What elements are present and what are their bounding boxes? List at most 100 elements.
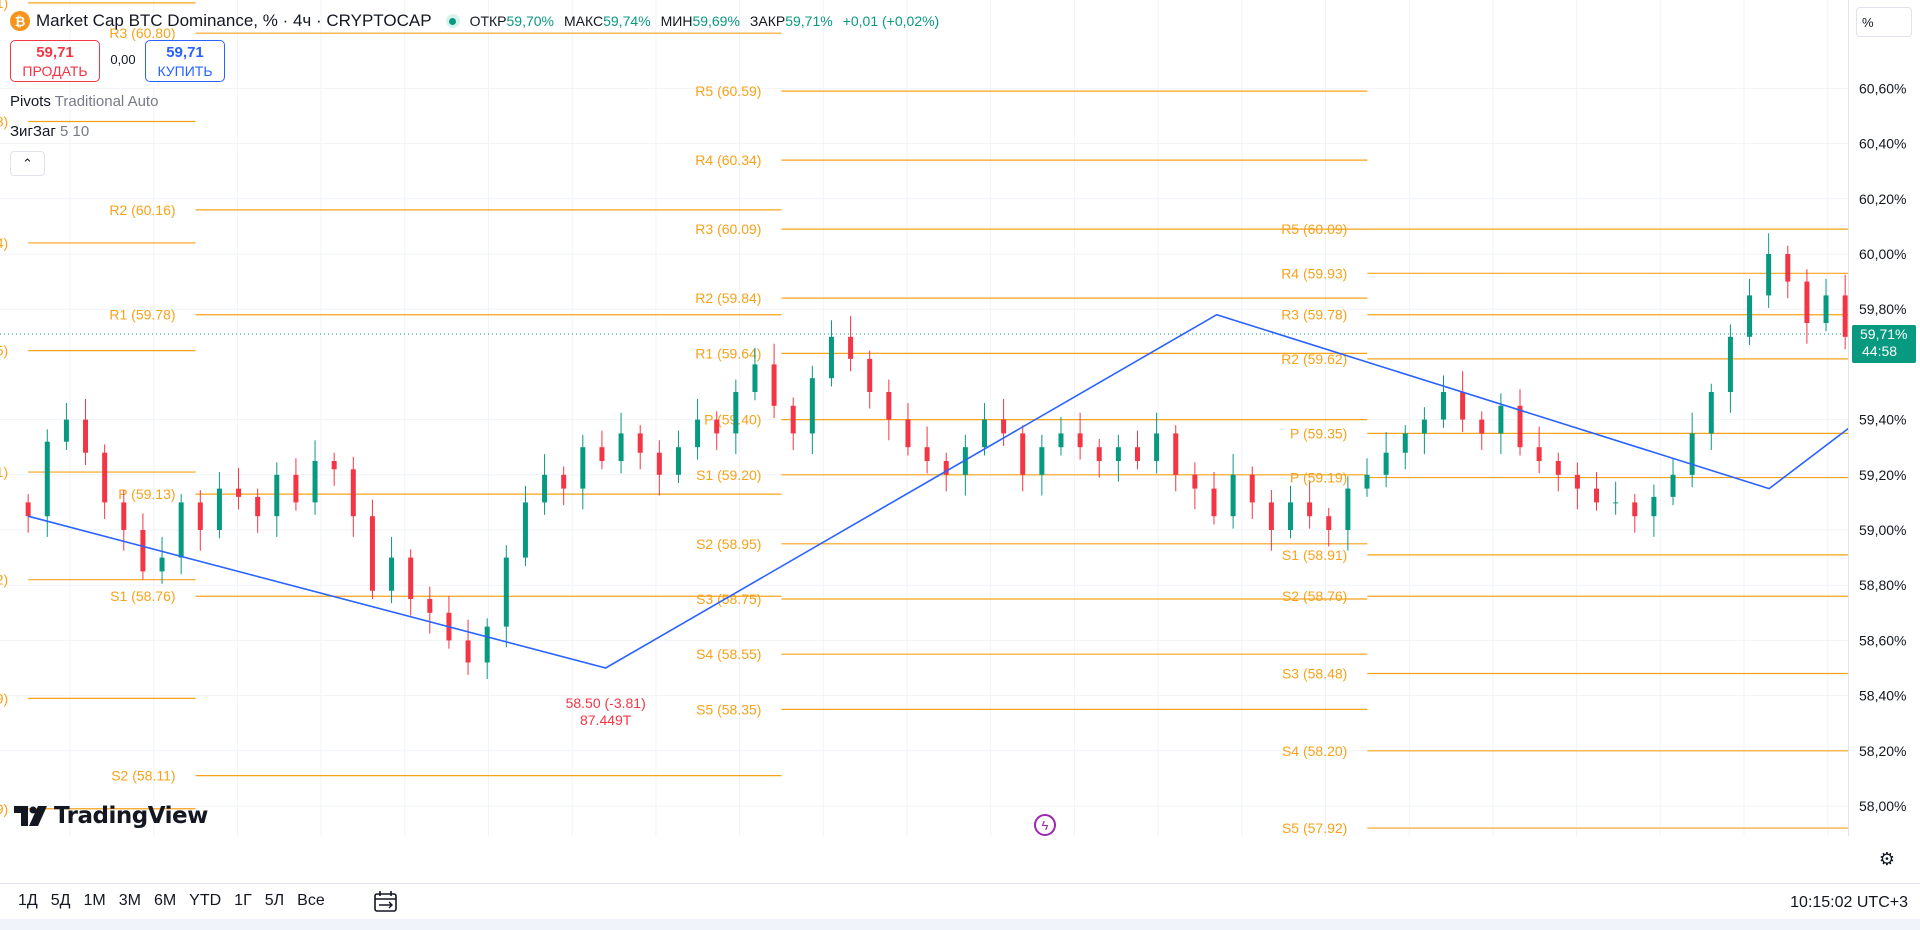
candle-body [1001, 419, 1007, 434]
pivot-level-label: P (59.21) [0, 464, 8, 480]
price-scale-unit-selector[interactable]: % [1856, 7, 1912, 37]
candle-body [924, 447, 930, 461]
price-tick-label: 60,20% [1859, 191, 1906, 207]
candle-body [350, 469, 356, 517]
candle-body [1307, 502, 1313, 517]
calendar-range-icon[interactable] [373, 890, 399, 914]
pivot-level-label: R3 (60.48) [0, 114, 8, 130]
candle-body [981, 419, 987, 448]
pivot-level-label: R2 (60.16) [109, 202, 175, 218]
pivot-level-label: S3 (57.99) [0, 801, 8, 817]
candle-body [1460, 392, 1466, 420]
pivot-level-label: S4 (58.20) [1282, 743, 1347, 759]
candle-body [962, 447, 968, 475]
grid [0, 0, 1848, 836]
zigzag-volume-label: 87.449T [580, 712, 632, 728]
range-1y-button[interactable]: 1Г [234, 892, 252, 909]
pivot-level-label: R1 (59.65) [0, 343, 8, 359]
candle-body [102, 452, 108, 503]
candle-body [733, 392, 739, 434]
pivot-level-label: S4 (58.55) [696, 646, 761, 662]
pivot-level-label: S3 (58.48) [1282, 666, 1347, 682]
candle-body [1402, 433, 1408, 453]
candle-body [1594, 488, 1600, 503]
chart-area[interactable]: R4 (60.91) R3 (60.48) R2 (60.04) R1 (59.65)… [0, 0, 1848, 836]
sell-button[interactable]: 59,71 ПРОДАТЬ [10, 40, 100, 82]
candle-body [771, 364, 777, 406]
range-1m-button[interactable]: 1М [83, 892, 106, 909]
tradingview-logo[interactable]: TradingView [14, 803, 208, 829]
price-tick-label: 59,80% [1859, 301, 1906, 317]
price-tick-label: 59,00% [1859, 522, 1906, 538]
candle-body [1842, 295, 1848, 337]
buy-button[interactable]: 59,71 КУПИТЬ [145, 40, 225, 82]
lightning-icon[interactable]: ϟ [1034, 814, 1056, 836]
candle-body [1383, 452, 1389, 475]
pivot-level-label: S2 (58.95) [696, 536, 761, 552]
price-scale[interactable]: 60,60% 60,40% 60,20% 60,00% 59,80% 59,40% 59,2… [1848, 0, 1920, 836]
range-ytd-button[interactable]: YTD [189, 892, 222, 909]
range-6m-button[interactable]: 6М [153, 892, 177, 909]
candle-body [1077, 433, 1083, 448]
pivot-level-label: S2 (58.76) [1282, 588, 1347, 604]
candle-body [465, 640, 471, 663]
candle-body [83, 419, 89, 453]
zigzag-line [27, 313, 1848, 669]
zigzag-indicator: 58.50 (-3.81)87.449T59.74 (+1.24)38.22T [27, 313, 1848, 728]
pivot-level-label: S5 (57.92) [1282, 820, 1347, 836]
bar-countdown: 44:58 [1862, 343, 1897, 359]
pivot-level-label: R3 (59.78) [1281, 307, 1347, 323]
candle-body [1287, 502, 1293, 530]
candle-body [752, 364, 758, 392]
candle-body [1173, 433, 1179, 475]
candle-body [790, 405, 796, 434]
candle-body [1632, 502, 1638, 517]
candle-body [1326, 516, 1332, 530]
candle-body [1536, 447, 1542, 461]
range-all-button[interactable]: Все [297, 892, 325, 909]
candle-body [1268, 502, 1274, 530]
tradingview-logo-icon [14, 806, 47, 826]
candle-body [293, 474, 299, 503]
chevron-up-icon: ⌃ [22, 155, 33, 171]
market-status-icon [445, 14, 460, 28]
price-tick-label: 58,00% [1859, 798, 1906, 814]
pivot-level-label: R5 (60.59) [695, 83, 761, 99]
symbol-title[interactable]: Market Cap BTC Dominance, % · 4ч · CRYPT… [36, 11, 432, 30]
candle-body [44, 441, 50, 517]
candle-body [1670, 474, 1676, 497]
candle-body [1727, 336, 1733, 392]
pivot-level-label: R2 (59.84) [695, 290, 761, 306]
pivot-level-label: S2 (58.39) [0, 690, 8, 706]
range-3m-button[interactable]: 3М [118, 892, 141, 909]
range-5y-button[interactable]: 5Л [264, 892, 285, 909]
ohlc-values: ОТКР59,70% МАКС59,74% МИН59,69% ЗАКР59,71% +… [469, 13, 940, 29]
indicator-pivots[interactable]: Pivots Traditional Auto [10, 93, 159, 110]
indicator-zigzag[interactable]: ЗигЗаг 5 10 [10, 123, 90, 140]
pivot-level-label: R1 (59.64) [695, 345, 761, 361]
price-tick-label: 58,60% [1859, 632, 1906, 648]
candle-body [599, 447, 605, 461]
candle-body [197, 502, 203, 530]
clock-timezone[interactable]: 10:15:02 UTC+3 [1790, 894, 1908, 911]
gear-icon[interactable]: ⚙ [1878, 849, 1896, 869]
bottom-toolbar: 1Д 5Д 1М 3М 6М YTD 1Г 5Л Все 10:15:02 UT… [0, 883, 1920, 919]
pivot-level-label: R3 (60.09) [695, 221, 761, 237]
candle-body [675, 447, 681, 475]
candle-body [408, 557, 414, 599]
candle-body [867, 358, 873, 392]
last-price-value: 59,71% [1860, 326, 1907, 342]
candle-body [1154, 433, 1160, 461]
candle-body [714, 419, 720, 434]
candle-body [1613, 502, 1619, 504]
candle-body [1020, 433, 1026, 475]
candle-body [809, 378, 815, 434]
range-1d-button[interactable]: 1Д [18, 892, 38, 909]
collapse-indicators-button[interactable]: ⌃ [10, 151, 45, 176]
candle-body [943, 461, 949, 475]
price-tick-label: 58,80% [1859, 577, 1906, 593]
range-5d-button[interactable]: 5Д [50, 892, 71, 909]
candle-body [312, 461, 318, 503]
candle-body [1479, 419, 1485, 434]
candle-body [216, 488, 222, 530]
